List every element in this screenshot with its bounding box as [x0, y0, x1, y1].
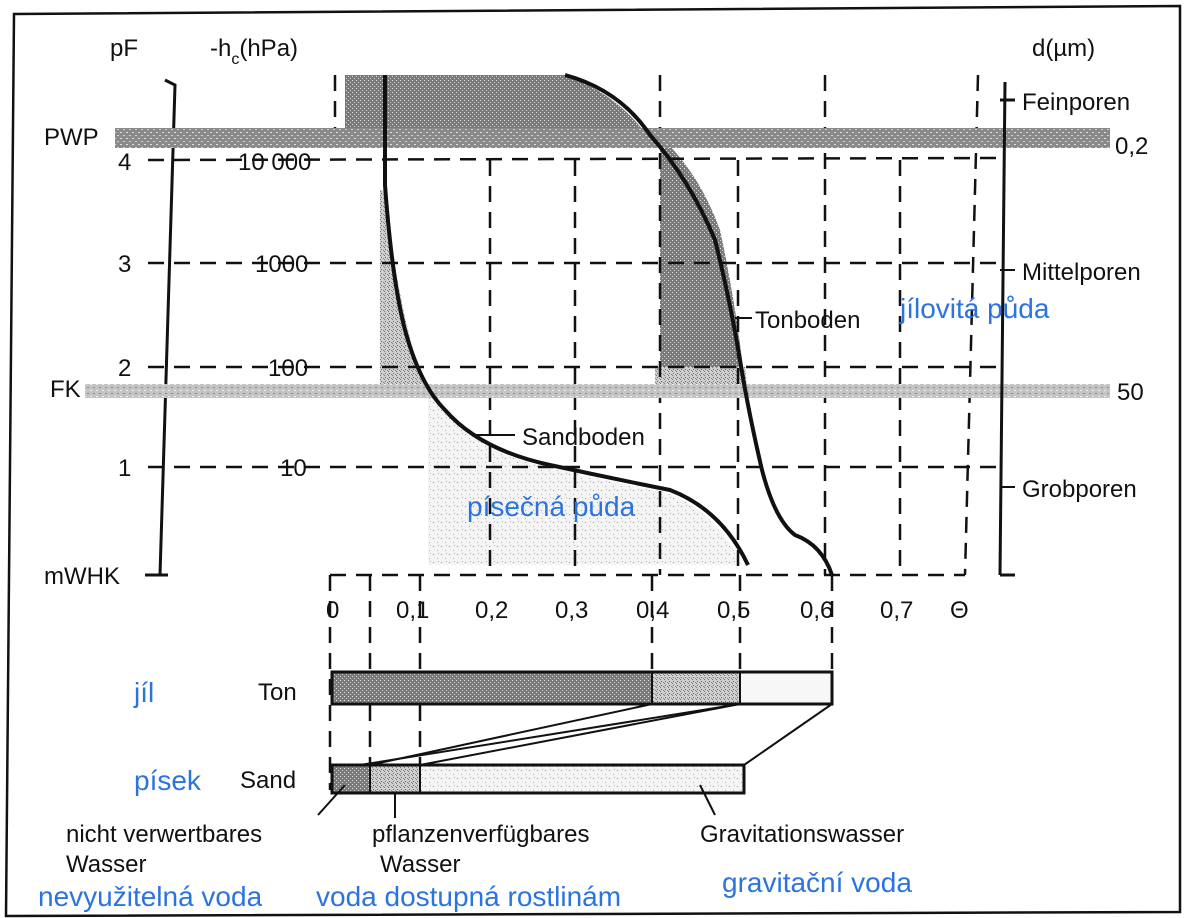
sand-gravity-water-area [428, 392, 742, 565]
pf-tick-2: 2 [118, 355, 131, 382]
x-tick-0-6: 0,6 [800, 597, 833, 624]
pf-tick-1: 1 [118, 455, 131, 482]
legend-pointers [317, 784, 716, 818]
sandboden-label-cz: písečná půda [467, 491, 636, 522]
tonboden-label-cz: jílovitá půda [899, 293, 1050, 324]
x-tick-0-4: 0,4 [636, 597, 669, 624]
figure-frame [4, 4, 1182, 918]
plant-available-water-label-1: pflanzenverfügbares [372, 821, 589, 848]
unavailable-water-label-1: nicht verwertbares [66, 821, 262, 848]
unavailable-water-label-cz: nevyužitelná voda [38, 881, 263, 912]
d-axis-title: d(µm) [1032, 35, 1095, 62]
x-tick-0-7: 0,7 [880, 597, 913, 624]
pf-axis-title: pF [110, 35, 138, 62]
tonboden-label: Tonboden [755, 307, 860, 334]
pore-limit-0-2: 0,2 [1115, 133, 1148, 160]
sandboden-label: Sandboden [522, 424, 645, 451]
sand-available-water-area [380, 190, 428, 392]
pore-limit-50: 50 [1117, 379, 1144, 406]
hc-tick-1000: 1000 [255, 251, 308, 278]
plant-available-water-label-cz: voda dostupná rostlinám [316, 881, 621, 912]
x-tick-0: 0 [326, 597, 339, 624]
fk-band [85, 384, 1110, 398]
x-tick-0-3: 0,3 [555, 597, 588, 624]
x-tick-0-2: 0,2 [475, 597, 508, 624]
ton-bar [330, 670, 834, 706]
pf-tick-4: 4 [118, 149, 131, 176]
clay-retention-curve [564, 73, 834, 576]
hc-axis-title-unit: (hPa) [239, 35, 298, 62]
left-axis [145, 78, 177, 577]
clay-available-water-area [660, 140, 743, 367]
grobporen-label: Grobporen [1022, 476, 1137, 503]
x-tick-0-5: 0,5 [717, 597, 750, 624]
hc-axis-title-main: -h [210, 35, 231, 62]
hc-axis-title: -hc(hPa) [210, 35, 298, 68]
sand-bar [330, 763, 746, 795]
clay-dead-water-top [345, 75, 650, 140]
gravity-water-label-cz: gravitační voda [722, 867, 912, 898]
plant-available-water-label-2: Wasser [380, 851, 460, 878]
right-axis [998, 81, 1015, 577]
gravity-water-label: Gravitationswasser [700, 821, 904, 848]
sand-retention-curve [383, 75, 750, 566]
x-tick-0-1: 0,1 [396, 597, 429, 624]
mittelporen-label: Mittelporen [1022, 259, 1141, 286]
hc-axis-title-sub: c [231, 51, 239, 68]
feinporen-label: Feinporen [1022, 89, 1130, 116]
ton-bar-label-cz: jíl [133, 677, 154, 708]
sand-bar-label: Sand [240, 767, 296, 794]
theta-symbol: Θ [950, 597, 969, 624]
pwp-label: PWP [44, 124, 99, 151]
hc-tick-100: 100 [268, 355, 308, 382]
bar-link-lines [359, 703, 833, 766]
ton-bar-label: Ton [258, 679, 297, 706]
fk-label: FK [50, 376, 81, 403]
hc-tick-10: 10 [280, 455, 307, 482]
pwp-band [115, 128, 1110, 148]
pf-tick-3: 3 [118, 251, 131, 278]
mwhk-label: mWHK [44, 563, 120, 590]
sand-bar-label-cz: písek [134, 765, 202, 796]
gridlines [147, 74, 1001, 577]
unavailable-water-label-2: Wasser [66, 851, 146, 878]
hc-tick-10000: 10 000 [238, 149, 311, 176]
